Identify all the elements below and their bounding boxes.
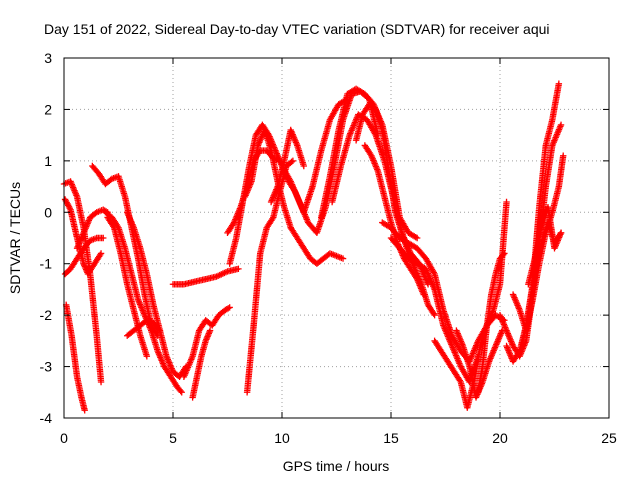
plus-marker [156,327,164,334]
series-arc-23 [352,101,438,319]
plus-marker [560,152,567,159]
plus-marker [503,198,510,206]
plus-marker [178,389,185,396]
plus-marker [339,255,347,262]
plus-marker [300,162,307,170]
plus-marker [431,311,438,319]
series-arc-5 [73,206,111,252]
series-arc-8 [104,214,151,360]
x-tick-label: 20 [492,430,508,446]
plus-marker [515,349,522,356]
plus-marker [81,407,88,414]
plus-marker [557,121,565,129]
plus-marker [289,157,297,165]
y-tick-label: 1 [44,153,52,169]
x-tick-label: 15 [383,430,399,446]
plus-marker [412,233,419,241]
y-axis-label: SDTVAR / TECUs [7,182,23,294]
plus-marker [456,377,464,384]
series-arc-4 [62,301,88,414]
plus-marker [500,251,507,258]
plus-marker [501,250,508,257]
plus-marker [177,387,184,395]
plus-marker [226,304,233,311]
x-tick-label: 25 [601,430,617,446]
plus-marker [288,158,295,166]
plot-frame [63,57,610,419]
data-points [60,80,567,414]
series-arc-17 [243,157,297,396]
axis-ticks: 0 5 10 15 20 25 -4 -3 -2 -1 0 1 2 3 [40,50,617,446]
plus-marker [100,234,107,242]
plus-marker [269,215,276,223]
series-arc-34 [525,203,565,288]
x-tick-label: 0 [60,430,68,446]
plus-marker [430,310,437,317]
plus-marker [235,265,242,273]
x-axis-label: GPS time / hours [283,458,390,474]
plus-marker [413,234,421,242]
plus-marker [143,353,151,360]
x-tick-label: 5 [169,430,177,446]
plus-marker [206,327,214,334]
y-tick-label: -3 [40,359,53,375]
y-tick-label: 0 [44,204,52,220]
chart-title: Day 151 of 2022, Sidereal Day-to-day VTE… [44,21,550,37]
plus-marker [97,378,105,386]
series-arc-20 [287,224,347,267]
plus-marker [155,326,163,333]
plus-marker [225,305,232,312]
series-arc-21 [318,85,421,242]
y-tick-label: -2 [40,307,53,323]
y-tick-label: 3 [44,50,52,66]
plus-marker [557,229,565,237]
series-arc-29 [475,250,508,396]
series-arc-13 [189,327,214,401]
series-arc-3 [61,196,105,278]
series-arc-10 [124,317,164,339]
series-arc-12 [180,304,233,381]
y-tick-label: -1 [40,256,53,272]
plus-marker [96,251,104,259]
plus-marker [97,250,105,257]
x-tick-label: 10 [274,430,290,446]
plus-marker [66,205,73,212]
series-arc-11 [169,265,242,288]
y-tick-label: 2 [44,101,52,117]
plus-marker [110,223,117,230]
y-tick-label: -4 [40,410,53,426]
plus-marker [555,80,563,87]
plus-marker [420,291,427,298]
series-arc-26 [387,234,482,386]
series-arc-24 [361,142,427,298]
